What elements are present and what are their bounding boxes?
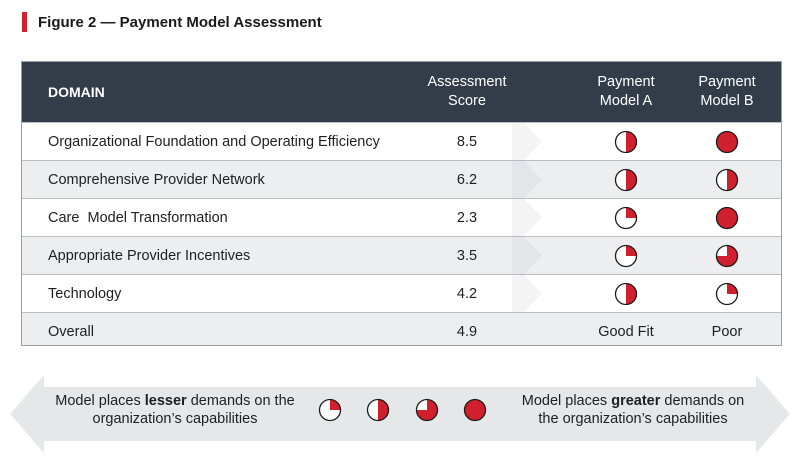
row-model-a [570,275,682,312]
assessment-table: DOMAIN Assessment Score Payment Model A … [21,61,782,346]
row-model-a [570,161,682,198]
header-model-a-line1: Payment [597,74,655,90]
legend-harvey-balls [318,398,498,424]
header-assessment-score: Assessment Score [422,62,512,122]
harvey-ball-icon [715,168,739,192]
row-score: 6.2 [456,171,478,188]
row-model-b [677,123,777,160]
harvey-ball-quarter-icon [318,398,342,422]
row-model-b [677,237,777,274]
harvey-ball-half-icon [366,398,390,422]
harvey-ball-icon [715,130,739,154]
table-header: DOMAIN Assessment Score Payment Model A … [22,62,781,122]
table-row-overall: Overall 4.9 Good Fit Poor [22,312,781,345]
legend-double-arrow [10,375,790,453]
legend-left-bold: lesser [144,393,187,409]
row-model-b [677,161,777,198]
harvey-ball-icon [614,244,638,268]
legend-right-bold: greater [611,393,661,409]
row-chevron-shape [512,123,542,160]
row-domain: Care Model Transformation [48,209,228,226]
row-score: 4.9 [456,323,478,340]
harvey-ball-icon [614,168,638,192]
figure-title: Figure 2 — Payment Model Assessment [22,12,322,32]
row-domain: Appropriate Provider Incentives [48,247,251,264]
title-accent-bar [22,12,27,32]
harvey-ball-three-quarter-icon [415,398,439,422]
header-model-b-line2: Model B [700,93,754,109]
harvey-ball-icon [614,282,638,306]
overall-model-b-fit: Poor [711,323,743,340]
row-model-b [677,275,777,312]
overall-model-a-fit: Good Fit [598,323,654,340]
legend-right-pre: Model places [521,393,612,409]
harvey-ball-icon [715,282,739,306]
legend-left-pre: Model places [55,393,145,409]
figure-title-text: Figure 2 — Payment Model Assessment [38,13,322,31]
legend-left-post: demands on the [186,393,295,409]
row-score: 4.2 [456,285,478,302]
row-score: 3.5 [456,247,478,264]
header-score-line2: Score [448,93,486,109]
row-model-b [677,199,777,236]
row-score: 2.3 [456,209,478,226]
legend-greater-demands: Model places greater demands on the orga… [508,392,758,428]
legend-right-post: demands on [660,393,745,409]
table-row: Appropriate Provider Incentives 3.5 [22,236,781,274]
legend-left-line2: organization’s capabilities [92,411,258,427]
row-chevron-shape [512,237,542,274]
table-row: Organizational Foundation and Operating … [22,122,781,160]
row-domain: Overall [48,323,94,340]
header-model-a-line2: Model A [599,93,653,109]
header-domain: DOMAIN [48,83,105,100]
legend-right-line2: the organization’s capabilities [538,411,728,427]
header-model-b-line1: Payment [698,74,756,90]
row-model-a [570,237,682,274]
harvey-ball-icon [614,206,638,230]
row-score: 8.5 [456,133,478,150]
row-chevron-shape [512,199,542,236]
row-model-a [570,199,682,236]
row-chevron-shape [512,275,542,312]
row-model-a [570,123,682,160]
row-domain: Comprehensive Provider Network [48,171,265,188]
table-row: Technology 4.2 [22,274,781,312]
row-chevron-shape [512,161,542,198]
row-domain: Technology [48,285,122,302]
harvey-ball-icon [715,206,739,230]
legend-lesser-demands: Model places lesser demands on the organ… [50,392,300,428]
harvey-ball-icon [715,244,739,268]
header-model-b: Payment Model B [677,62,777,122]
table-row: Care Model Transformation 2.3 [22,198,781,236]
header-model-a: Payment Model A [570,62,682,122]
harvey-ball-full-icon [463,398,487,422]
header-score-line1: Assessment [427,74,507,90]
table-row: Comprehensive Provider Network 6.2 [22,160,781,198]
row-domain: Organizational Foundation and Operating … [48,133,380,150]
harvey-ball-icon [614,130,638,154]
